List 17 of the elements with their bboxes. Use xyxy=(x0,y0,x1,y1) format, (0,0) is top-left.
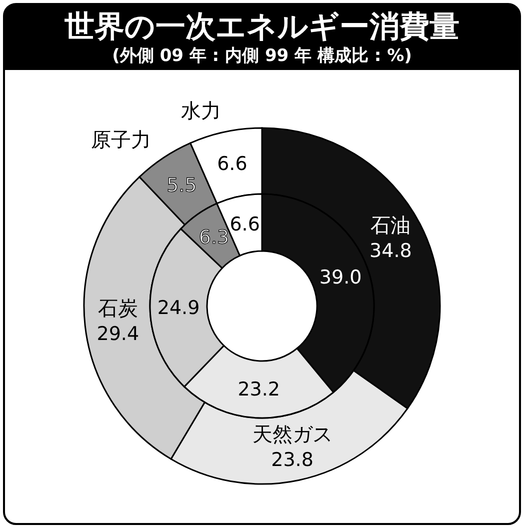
slice-label: 石炭 xyxy=(98,296,138,320)
data-label: 34.8 xyxy=(370,240,412,262)
slice-label: 水力 xyxy=(180,98,221,122)
slice-label: 石油 xyxy=(370,213,411,238)
data-label: 6.6 xyxy=(217,153,248,176)
data-label: 29.4 xyxy=(96,323,140,346)
data-label: 6.3 xyxy=(198,226,230,249)
data-label: 23.8 xyxy=(271,448,314,471)
chart-title: 世界の一次エネルギー消費量 xyxy=(64,10,460,44)
slice-label: 原子力 xyxy=(91,127,152,152)
slice-label: 天然ガス xyxy=(252,422,332,446)
data-label: 6.6 xyxy=(230,213,260,236)
chart-subtitle: (外側 09 年 : 内側 99 年 構成比 : %) xyxy=(112,46,412,66)
data-label: 5.5 xyxy=(166,174,197,196)
data-label: 39.0 xyxy=(319,266,362,289)
data-label: 23.2 xyxy=(238,378,280,400)
data-label: 24.9 xyxy=(157,296,200,319)
